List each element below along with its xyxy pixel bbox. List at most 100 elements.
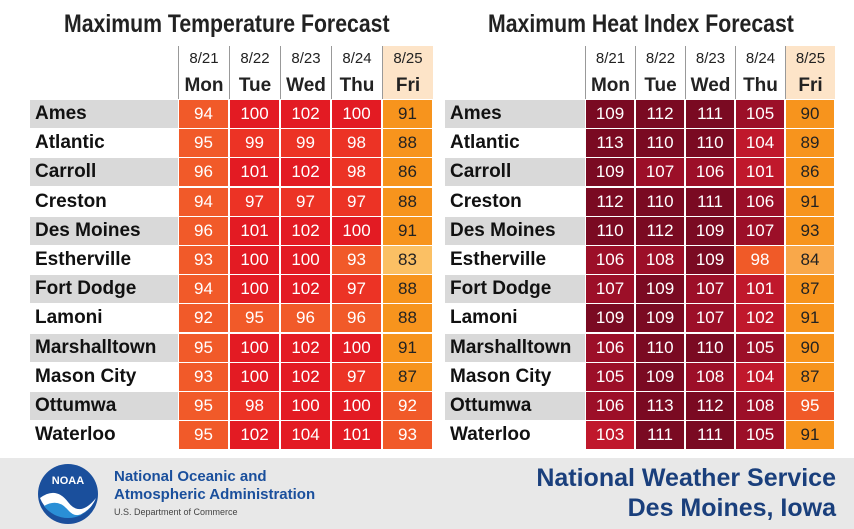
forecast-cell: 111 — [686, 187, 734, 216]
city-name: Marshalltown — [30, 333, 178, 362]
forecast-cell: 100 — [281, 246, 330, 274]
forecast-cell: 104 — [281, 421, 330, 450]
city-name: Creston — [445, 187, 585, 216]
day-header: Mon — [178, 72, 229, 99]
forecast-cell: 101 — [736, 158, 784, 187]
agency-line: National Oceanic and — [114, 468, 267, 485]
footer: NOAA National Oceanic and Atmospheric Ad… — [0, 458, 854, 529]
logo-text: NOAA — [52, 475, 84, 487]
forecast-cell: 107 — [686, 275, 734, 304]
forecast-cell: 108 — [686, 362, 734, 391]
day-header: Fri — [382, 72, 433, 99]
forecast-cell: 95 — [179, 333, 228, 362]
forecast-cell: 109 — [586, 304, 634, 333]
forecast-cell: 110 — [586, 216, 634, 245]
forecast-cell: 96 — [281, 304, 330, 333]
city-name: Lamoni — [30, 304, 178, 333]
forecast-cell: 90 — [786, 333, 834, 362]
noaa-logo: NOAA — [38, 464, 98, 524]
forecast-cell: 100 — [230, 100, 279, 128]
forecast-cell: 98 — [736, 246, 784, 274]
forecast-cell: 98 — [230, 392, 279, 420]
forecast-cell: 108 — [736, 392, 784, 420]
forecast-cell: 98 — [332, 129, 381, 158]
forecast-cell: 91 — [383, 100, 432, 128]
date-header: 8/22 — [229, 46, 280, 72]
forecast-cell: 94 — [179, 275, 228, 304]
forecast-cell: 88 — [383, 304, 432, 333]
date-header: 8/25 — [785, 46, 835, 72]
day-header: Wed — [280, 72, 331, 99]
forecast-cell: 88 — [383, 129, 432, 158]
forecast-cell: 100 — [332, 333, 381, 362]
day-header: Thu — [735, 72, 785, 99]
date-header: 8/24 — [735, 46, 785, 72]
forecast-cell: 95 — [179, 421, 228, 450]
forecast-cell: 100 — [332, 216, 381, 245]
forecast-cell: 112 — [636, 216, 684, 245]
forecast-cell: 96 — [179, 216, 228, 245]
city-name: Ottumwa — [445, 392, 585, 420]
forecast-cell: 110 — [636, 187, 684, 216]
forecast-cell: 93 — [179, 246, 228, 274]
forecast-cell: 91 — [383, 216, 432, 245]
date-header: 8/25 — [382, 46, 433, 72]
forecast-cell: 100 — [281, 392, 330, 420]
forecast-cell: 90 — [786, 100, 834, 128]
forecast-cell: 107 — [636, 158, 684, 187]
forecast-cell: 102 — [281, 216, 330, 245]
city-name: Mason City — [445, 362, 585, 391]
city-name: Estherville — [445, 246, 585, 274]
forecast-cell: 101 — [332, 421, 381, 450]
forecast-cell: 86 — [786, 158, 834, 187]
forecast-cell: 100 — [230, 275, 279, 304]
day-header: Tue — [229, 72, 280, 99]
forecast-cell: 113 — [586, 129, 634, 158]
forecast-cell: 91 — [786, 304, 834, 333]
city-name: Estherville — [30, 246, 178, 274]
forecast-cell: 109 — [636, 304, 684, 333]
forecast-cell: 95 — [786, 392, 834, 420]
forecast-cell: 93 — [332, 246, 381, 274]
forecast-cell: 94 — [179, 100, 228, 128]
forecast-cell: 95 — [230, 304, 279, 333]
forecast-cell: 94 — [179, 187, 228, 216]
forecast-cell: 102 — [230, 421, 279, 450]
forecast-cell: 93 — [786, 216, 834, 245]
forecast-cell: 97 — [332, 362, 381, 391]
forecast-cell: 102 — [736, 304, 784, 333]
forecast-cell: 101 — [230, 158, 279, 187]
forecast-cell: 111 — [686, 100, 734, 128]
forecast-cell: 105 — [736, 333, 784, 362]
city-name: Lamoni — [445, 304, 585, 333]
office: National Weather Service — [536, 464, 836, 492]
forecast-cell: 88 — [383, 275, 432, 304]
agency-line: Atmospheric Administration — [114, 486, 316, 503]
city-name: Des Moines — [445, 216, 585, 245]
forecast-cell: 112 — [686, 392, 734, 420]
forecast-cell: 102 — [281, 100, 330, 128]
forecast-cell: 109 — [636, 275, 684, 304]
forecast-cell: 110 — [636, 333, 684, 362]
forecast-cell: 84 — [786, 246, 834, 274]
forecast-cell: 97 — [332, 275, 381, 304]
date-header: 8/23 — [685, 46, 735, 72]
forecast-cell: 107 — [736, 216, 784, 245]
forecast-cell: 108 — [636, 246, 684, 274]
forecast-cell: 110 — [636, 129, 684, 158]
date-header: 8/22 — [635, 46, 685, 72]
forecast-cell: 102 — [281, 362, 330, 391]
city-name: Marshalltown — [445, 333, 585, 362]
forecast-cell: 86 — [383, 158, 432, 187]
forecast-cell: 87 — [786, 275, 834, 304]
table-title: Maximum Temperature Forecast — [64, 10, 390, 38]
forecast-cell: 109 — [686, 216, 734, 245]
day-header: Fri — [785, 72, 835, 99]
city-name: Creston — [30, 187, 178, 216]
forecast-cell: 106 — [586, 246, 634, 274]
day-header: Mon — [585, 72, 635, 99]
forecast-cell: 107 — [686, 304, 734, 333]
forecast-cell: 88 — [383, 187, 432, 216]
forecast-cell: 87 — [383, 362, 432, 391]
forecast-cell: 83 — [383, 246, 432, 274]
